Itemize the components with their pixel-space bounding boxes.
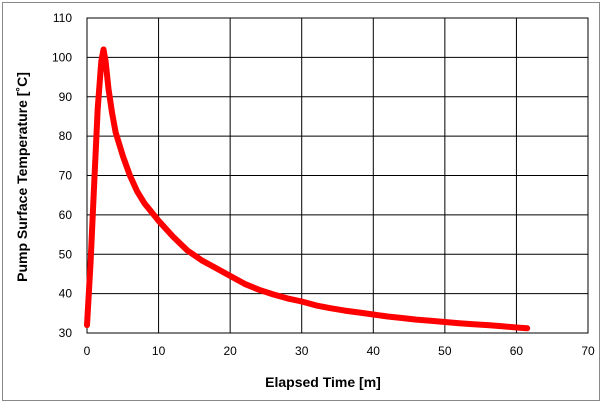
y-tick-label: 90 xyxy=(59,90,73,104)
x-tick-label: 30 xyxy=(295,344,309,358)
y-axis-title: Pump Surface Temperature [˚C] xyxy=(14,72,30,282)
y-tick-label: 100 xyxy=(52,50,72,64)
x-tick-label: 0 xyxy=(84,344,91,358)
y-tick-label: 60 xyxy=(59,208,73,222)
plot-area xyxy=(86,17,589,334)
x-tick-label: 50 xyxy=(438,344,452,358)
x-tick-label: 40 xyxy=(367,344,381,358)
y-tick-labels: 30 40 50 60 70 80 90 100 110 xyxy=(52,11,72,340)
temperature-series-line xyxy=(84,46,531,332)
y-tick-label: 30 xyxy=(59,326,73,340)
x-tick-label: 10 xyxy=(152,344,166,358)
y-tick-label: 110 xyxy=(53,11,72,25)
x-tick-label: 60 xyxy=(510,344,524,358)
y-tick-label: 70 xyxy=(59,169,73,183)
x-axis-title: Elapsed Time [m] xyxy=(265,374,381,390)
y-tick-label: 80 xyxy=(59,129,73,143)
x-tick-label: 20 xyxy=(223,344,237,358)
x-tick-labels: 0 10 20 30 40 50 60 70 xyxy=(84,344,595,358)
x-tick-label: 70 xyxy=(581,344,595,358)
grid-lines xyxy=(86,17,589,334)
y-tick-label: 50 xyxy=(59,247,73,261)
y-tick-label: 40 xyxy=(59,287,73,301)
series-group xyxy=(84,46,531,332)
